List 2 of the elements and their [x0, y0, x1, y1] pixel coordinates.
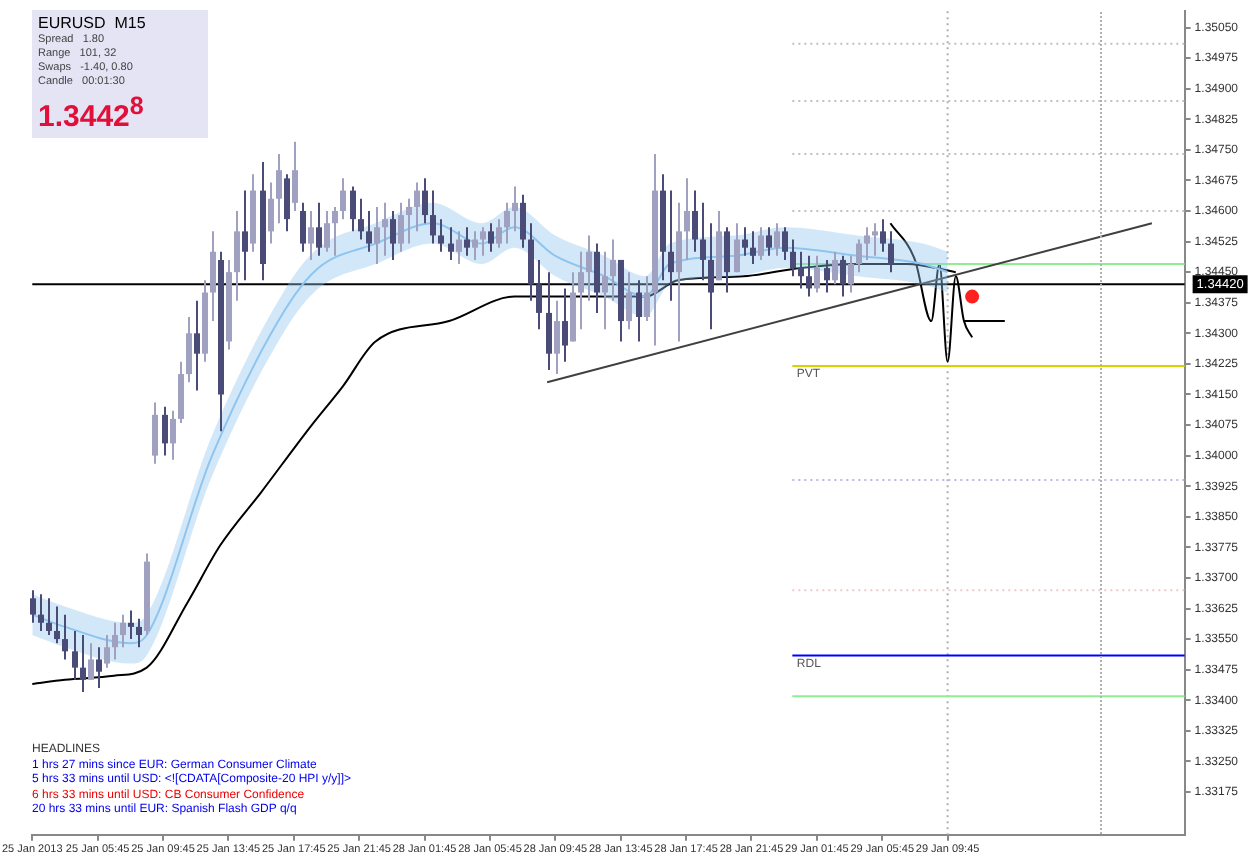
annotation: EURUSD M15: [38, 14, 148, 34]
annotation: 1.3442$^{8}$: [38, 90, 146, 134]
